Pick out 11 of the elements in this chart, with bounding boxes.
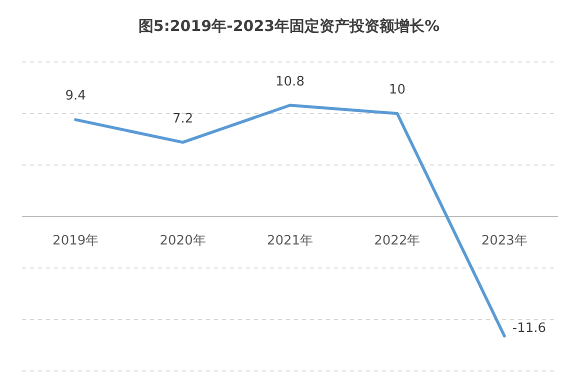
x-tick-label: 2020年 [160, 234, 206, 248]
chart-title: 图5:2019年-2023年固定资产投资额增长% [138, 17, 440, 35]
x-tick-label: 2022年 [374, 234, 420, 248]
data-label: 10.8 [276, 74, 304, 90]
data-label: 7.2 [172, 111, 194, 126]
data-label: -11.6 [512, 320, 546, 336]
x-tick-label: 2023年 [481, 234, 528, 248]
x-tick-label: 2019年 [52, 234, 99, 248]
x-tick-label: 2021年 [266, 234, 314, 248]
data-label: 10 [388, 82, 406, 98]
data-label: 9.4 [65, 88, 86, 104]
